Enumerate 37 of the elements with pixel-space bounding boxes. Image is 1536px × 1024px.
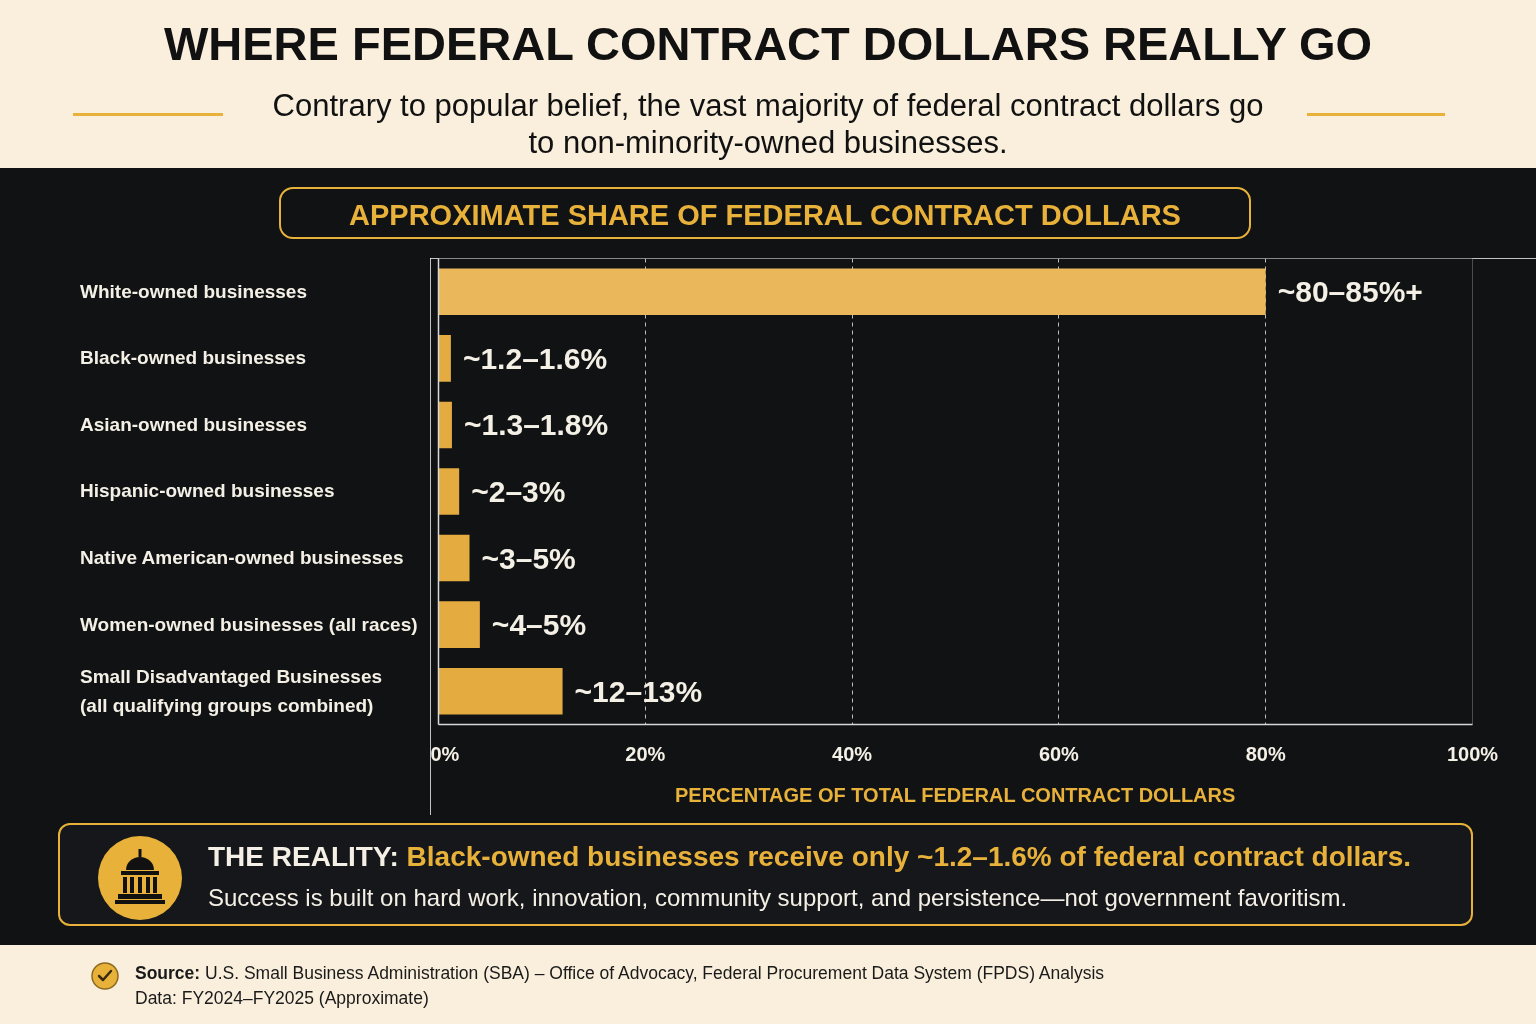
x-tick-label: 80% — [1245, 742, 1286, 765]
y-tick-label: Hispanic-owned businesses — [80, 479, 335, 504]
y-tick-label: Women-owned businesses (all races) — [80, 612, 418, 637]
y-tick-label: Small Disadvantaged Businesses (all qualifying groups combined) — [80, 664, 383, 718]
text: Black-owned businesses receive only ~1.2–1.6% of federal contract dollars. — [406, 841, 1412, 872]
bar — [438, 335, 451, 382]
x-tick-label: 100% — [1446, 742, 1499, 765]
bar — [438, 401, 452, 449]
bar — [438, 534, 470, 582]
chart-title: WHERE FEDERAL CONTRACT DOLLARS REALLY GO — [162, 16, 1374, 72]
data-label: ~12–13% — [574, 674, 703, 708]
text: U.S. Small Business Administration (SBA) – Office of Advocacy, Federal Procurement Data System (FPDS) Analysis — [205, 963, 1105, 983]
y-tick-label: White-owned businesses — [80, 279, 307, 304]
data-label: ~3–5% — [481, 541, 576, 575]
data-label: ~2–3% — [471, 475, 566, 508]
x-tick-label: 0% — [430, 742, 460, 765]
bar — [438, 268, 1266, 316]
y-tick-label: Asian-owned businesses — [80, 412, 308, 437]
y-tick-label: Native American-owned businesses — [80, 546, 404, 571]
data-label: ~4–5% — [491, 608, 587, 642]
x-axis-title: PERCENTAGE OF TOTAL FEDERAL CONTRACT DOLLARS — [674, 783, 1236, 806]
x-tick-label: 60% — [1038, 742, 1080, 765]
text: APPROXIMATE SHARE OF FEDERAL CONTRACT DOLLARS — [279, 187, 1251, 239]
x-tick-label: 40% — [832, 742, 873, 765]
y-tick-label: Black-owned businesses — [80, 346, 306, 371]
source-note: Source: — [135, 963, 201, 983]
text: Success is built on hard work, innovation, community support, and persistence—not government favoritism. — [208, 883, 1348, 913]
text: THE REALITY: — [208, 841, 399, 872]
bar — [438, 667, 563, 715]
data-label: ~1.2–1.6% — [462, 341, 608, 375]
data-label: ~1.3–1.8% — [463, 408, 609, 442]
x-tick-label: 20% — [625, 742, 666, 765]
text: Data: FY2024–FY2025 (Approximate) — [135, 987, 429, 1010]
bar — [438, 468, 460, 515]
chart-subtitle: Contrary to popular belief, the vast majority of federal contract dollars go to non-minority-owned businesses. — [271, 87, 1265, 161]
data-label: ~80–85%+ — [1277, 275, 1423, 309]
bar — [438, 601, 480, 648]
